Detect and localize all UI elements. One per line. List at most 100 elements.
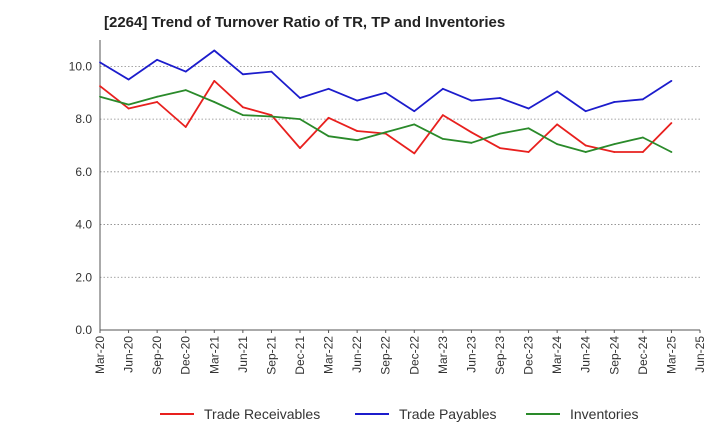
data-point [184, 70, 187, 73]
data-point [99, 61, 101, 64]
x-tick-label: Mar-21 [207, 336, 221, 374]
x-tick-label: Jun-23 [464, 336, 478, 373]
data-point [99, 95, 101, 98]
data-point [99, 85, 101, 88]
data-point [356, 99, 359, 102]
data-point [441, 87, 444, 90]
series-line-1 [99, 49, 672, 113]
data-point [213, 49, 216, 52]
chart-title: [2264] Trend of Turnover Ratio of TR, TP… [104, 14, 506, 31]
x-tick-label: Mar-23 [436, 336, 450, 374]
x-tick-label: Mar-24 [550, 336, 564, 374]
x-tick-label: Sep-24 [607, 336, 621, 375]
axes: 0.0 2.0 4.0 6.0 8.0 10.0 Mar-20 Jun-20 Sep-20 Dec… [69, 40, 707, 375]
data-point [156, 95, 159, 98]
data-point [327, 87, 330, 90]
data-point [213, 79, 216, 82]
series-lines [99, 49, 673, 155]
data-point [670, 79, 673, 82]
data-point [241, 73, 244, 76]
data-point [384, 131, 387, 134]
data-point [299, 147, 301, 149]
data-point [299, 97, 301, 99]
data-point [556, 123, 559, 126]
x-tick-label: Dec-24 [636, 336, 650, 375]
x-tick-label: Jun-24 [579, 336, 593, 373]
y-tick-label: 8.0 [75, 112, 92, 126]
data-point [613, 143, 616, 146]
legend-label: Trade Receivables [204, 406, 320, 422]
data-point [384, 91, 387, 94]
data-point [527, 107, 530, 110]
data-point [470, 141, 473, 144]
grid-lines [100, 65, 700, 278]
y-tick-label: 2.0 [75, 270, 92, 284]
data-point [184, 126, 187, 128]
x-tick-label: Jun-20 [122, 336, 136, 373]
x-tick-label: Dec-22 [407, 336, 421, 375]
data-point [641, 151, 644, 153]
x-tick-label: Sep-22 [379, 336, 393, 375]
x-tick-label: Sep-20 [150, 336, 164, 375]
data-point [641, 136, 644, 139]
data-point [641, 98, 644, 101]
data-point [413, 110, 416, 113]
data-point [470, 99, 473, 102]
y-tick-label: 0.0 [75, 323, 92, 337]
data-point [413, 152, 416, 155]
data-point [670, 122, 673, 124]
data-point [327, 135, 330, 138]
data-point [441, 114, 444, 117]
data-point [499, 132, 501, 135]
data-point [670, 151, 673, 153]
data-point [241, 106, 244, 109]
data-point [241, 114, 244, 117]
data-point [584, 151, 587, 153]
data-point [127, 107, 130, 110]
data-point [413, 123, 416, 126]
y-tick-label: 6.0 [75, 165, 92, 179]
data-point [556, 90, 559, 93]
series-line-0 [99, 80, 673, 155]
data-point [584, 144, 587, 147]
data-point [499, 97, 501, 99]
data-point [441, 137, 444, 140]
data-point [299, 118, 301, 120]
data-point [527, 151, 530, 153]
x-tick-label: Dec-21 [293, 336, 307, 375]
data-point [527, 127, 530, 130]
data-point [127, 78, 130, 81]
legend-label: Inventories [570, 406, 638, 422]
data-point [213, 101, 216, 103]
x-tick-label: Jun-25 [693, 336, 707, 373]
x-tick-label: Jun-21 [236, 336, 250, 373]
y-tick-label: 10.0 [69, 59, 93, 73]
data-point [556, 143, 559, 146]
x-tick-label: Mar-22 [322, 336, 336, 374]
x-tick-label: Jun-22 [350, 336, 364, 373]
data-point [156, 58, 159, 61]
legend: Trade Receivables Trade Payables Inventori… [160, 406, 638, 422]
data-point [499, 147, 501, 149]
data-point [613, 151, 616, 153]
x-tick-label: Sep-21 [264, 336, 278, 375]
series-line-2 [99, 89, 672, 153]
x-tick-label: Sep-23 [493, 336, 507, 375]
data-point [327, 116, 330, 119]
data-point [356, 130, 359, 132]
x-tick-label: Mar-20 [93, 336, 107, 374]
data-point [184, 89, 187, 91]
data-point [270, 115, 273, 118]
legend-label: Trade Payables [399, 406, 497, 422]
data-point [584, 110, 587, 113]
x-tick-label: Dec-20 [179, 336, 193, 375]
y-tick-label: 4.0 [75, 218, 92, 232]
data-point [470, 131, 473, 134]
x-tick-label: Dec-23 [522, 336, 536, 375]
data-point [613, 101, 616, 103]
data-point [156, 101, 159, 103]
x-tick-label: Mar-25 [664, 336, 678, 374]
data-point [270, 70, 273, 73]
data-point [127, 103, 130, 106]
